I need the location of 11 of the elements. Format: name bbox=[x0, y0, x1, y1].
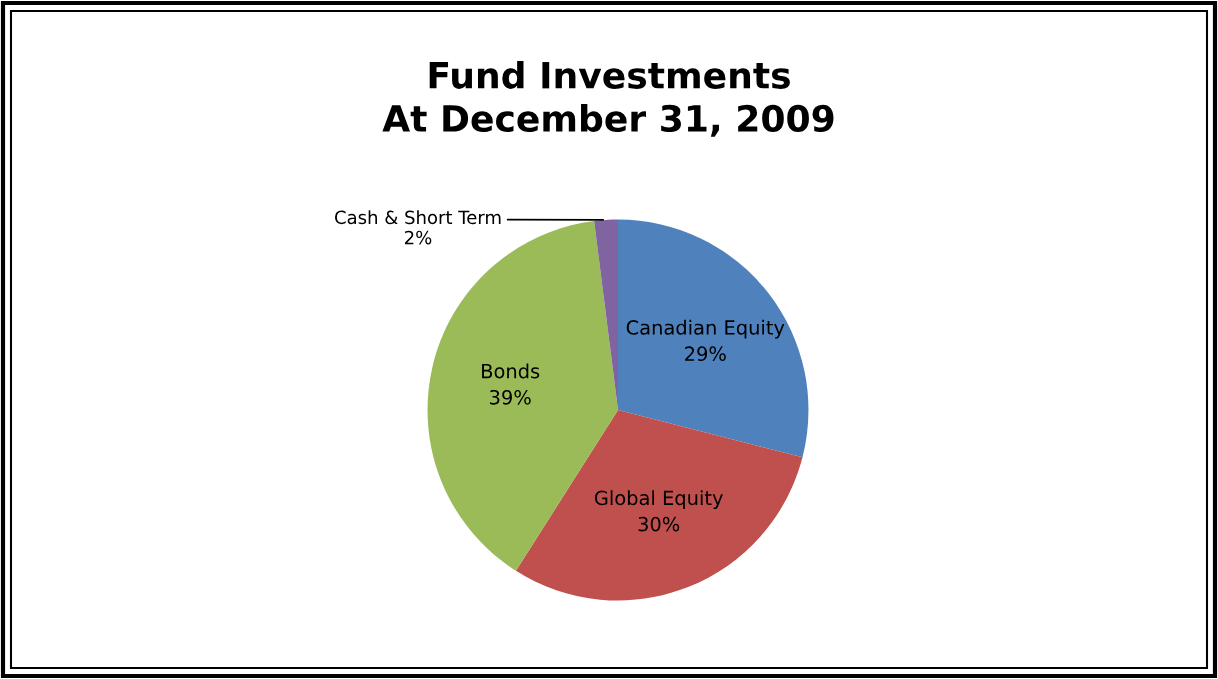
pie-slice bbox=[618, 219, 809, 458]
data-label: 39% bbox=[490, 389, 531, 405]
slice-label: Canadian Equity bbox=[626, 319, 785, 339]
data-label: 29% bbox=[685, 346, 726, 362]
slice-label: Cash & Short Term bbox=[335, 210, 501, 225]
slice-label: Bonds bbox=[482, 363, 540, 379]
data-label: 2% bbox=[405, 230, 432, 245]
slice-label: Global Equity bbox=[594, 490, 723, 510]
data-label: 30% bbox=[638, 516, 680, 532]
chart-title: Fund Investments At December 31, 2009 bbox=[382, 60, 834, 137]
pie-slice bbox=[515, 410, 803, 601]
